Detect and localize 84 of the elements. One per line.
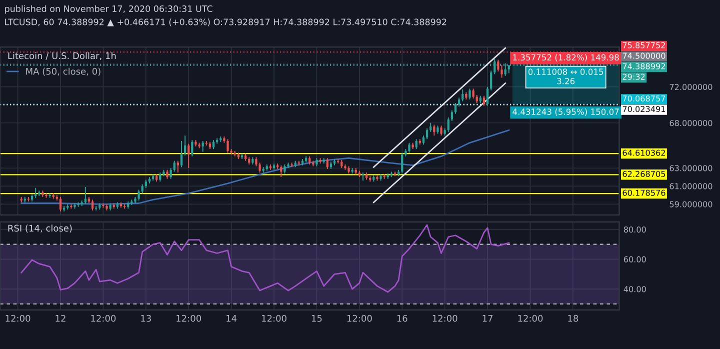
x-tick-label: 12:00 bbox=[176, 314, 202, 322]
candlestick bbox=[284, 164, 286, 174]
candlestick bbox=[138, 189, 140, 202]
candlestick bbox=[440, 125, 442, 136]
candlestick bbox=[468, 88, 471, 100]
y-tick-label: 61.000000 bbox=[670, 183, 712, 190]
candlestick bbox=[91, 199, 94, 211]
x-tick-label: 15 bbox=[312, 315, 322, 322]
candlestick bbox=[401, 152, 404, 174]
candlestick bbox=[59, 196, 62, 212]
text: published on November 17, 2020 06:30:31 UTC bbox=[5, 5, 212, 14]
candlestick bbox=[84, 186, 86, 205]
line-series bbox=[20, 129, 510, 205]
candlestick bbox=[433, 124, 436, 136]
candlestick bbox=[184, 135, 186, 156]
candlestick bbox=[191, 140, 194, 157]
y-tick-label: 59.000000 bbox=[670, 201, 712, 208]
y-tick-label: 60.00 bbox=[624, 256, 646, 262]
x-tick-label: 12:00 bbox=[6, 314, 30, 322]
annotation: 1.357752 (1.82%) 149.98 bbox=[513, 54, 619, 62]
candlestick bbox=[408, 142, 410, 154]
candlestick bbox=[202, 140, 204, 152]
candlestick bbox=[34, 187, 37, 198]
candlestick bbox=[176, 160, 179, 174]
x-tick-label: 12:00 bbox=[347, 314, 372, 322]
candlestick bbox=[450, 110, 454, 122]
x-tick-label: 12:00 bbox=[262, 314, 286, 322]
ref-line-label: 74.500000 bbox=[622, 52, 666, 59]
candlestick bbox=[426, 128, 428, 140]
candlestick bbox=[170, 168, 172, 180]
candlestick bbox=[188, 143, 190, 169]
candlestick bbox=[415, 138, 418, 150]
ref-line-label: 70.068757 bbox=[622, 95, 666, 102]
candlestick bbox=[422, 135, 425, 146]
x-tick-label: 16 bbox=[397, 314, 408, 322]
y-tick-label: 80.00 bbox=[624, 226, 646, 233]
y-tick-label: 68.000000 bbox=[670, 120, 712, 126]
candlestick bbox=[490, 70, 492, 91]
candlestick bbox=[226, 138, 229, 154]
candlestick bbox=[447, 117, 450, 132]
ref-line-label: 74.388992 bbox=[622, 63, 665, 70]
x-tick-label: 17 bbox=[482, 315, 493, 322]
ref-line-label: 75.857752 bbox=[622, 42, 665, 48]
chart-title: Litecoin / U.S. Dollar, 1h bbox=[8, 52, 116, 60]
candlestick bbox=[454, 102, 457, 114]
text: LTCUSD, 60 74.388992 ▲ +0.466171 (+0.63%) O:73.928917 H:74.388992 L:73.497510 C:74.388992 bbox=[5, 18, 446, 26]
candlestick bbox=[486, 86, 489, 106]
candlestick bbox=[500, 64, 503, 78]
x-tick-label: 12:00 bbox=[518, 314, 543, 322]
candlestick bbox=[482, 95, 486, 106]
ref-line-label: 62.268705 bbox=[622, 170, 666, 177]
candlestick bbox=[180, 140, 183, 168]
candlestick bbox=[472, 88, 474, 100]
line-series bbox=[20, 224, 510, 293]
candlestick bbox=[141, 184, 144, 194]
candlestick bbox=[462, 89, 464, 102]
text: 29:32 bbox=[622, 74, 645, 80]
candlestick bbox=[497, 59, 500, 72]
candlestick bbox=[166, 169, 168, 180]
candlestick bbox=[255, 156, 258, 167]
candlestick bbox=[173, 160, 176, 172]
x-tick-label: 14 bbox=[226, 315, 237, 322]
ref-line-label: 70.023491 bbox=[622, 106, 666, 112]
x-tick-label: 12:00 bbox=[91, 314, 116, 322]
candlestick bbox=[458, 97, 460, 108]
y-tick-label: 63.000000 bbox=[670, 165, 712, 172]
candlestick bbox=[326, 158, 328, 170]
y-tick-label: 72.000000 bbox=[670, 84, 712, 90]
chart-title: RSI (14, close) bbox=[8, 224, 72, 233]
candlestick bbox=[159, 172, 162, 182]
candlestick bbox=[430, 122, 432, 132]
candlestick bbox=[212, 140, 215, 150]
x-tick-label: 12:00 bbox=[432, 314, 458, 322]
x-tick-label: 13 bbox=[141, 314, 151, 322]
annotation: 4.431243 (5.95%) 150.07 bbox=[512, 108, 619, 116]
candlestick bbox=[258, 162, 261, 174]
candlestick bbox=[280, 164, 282, 178]
ref-line-label: 60.178576 bbox=[622, 190, 666, 196]
x-tick-label: 18 bbox=[568, 314, 578, 322]
y-tick-label: 40.00 bbox=[624, 286, 646, 292]
x-tick-label: 12 bbox=[56, 314, 66, 322]
annotation: 0.111008 ↔ 0.015 3.26 bbox=[528, 68, 604, 84]
legend-label: MA (50, close, 0) bbox=[26, 68, 100, 76]
ref-line-label: 64.610362 bbox=[622, 150, 665, 156]
